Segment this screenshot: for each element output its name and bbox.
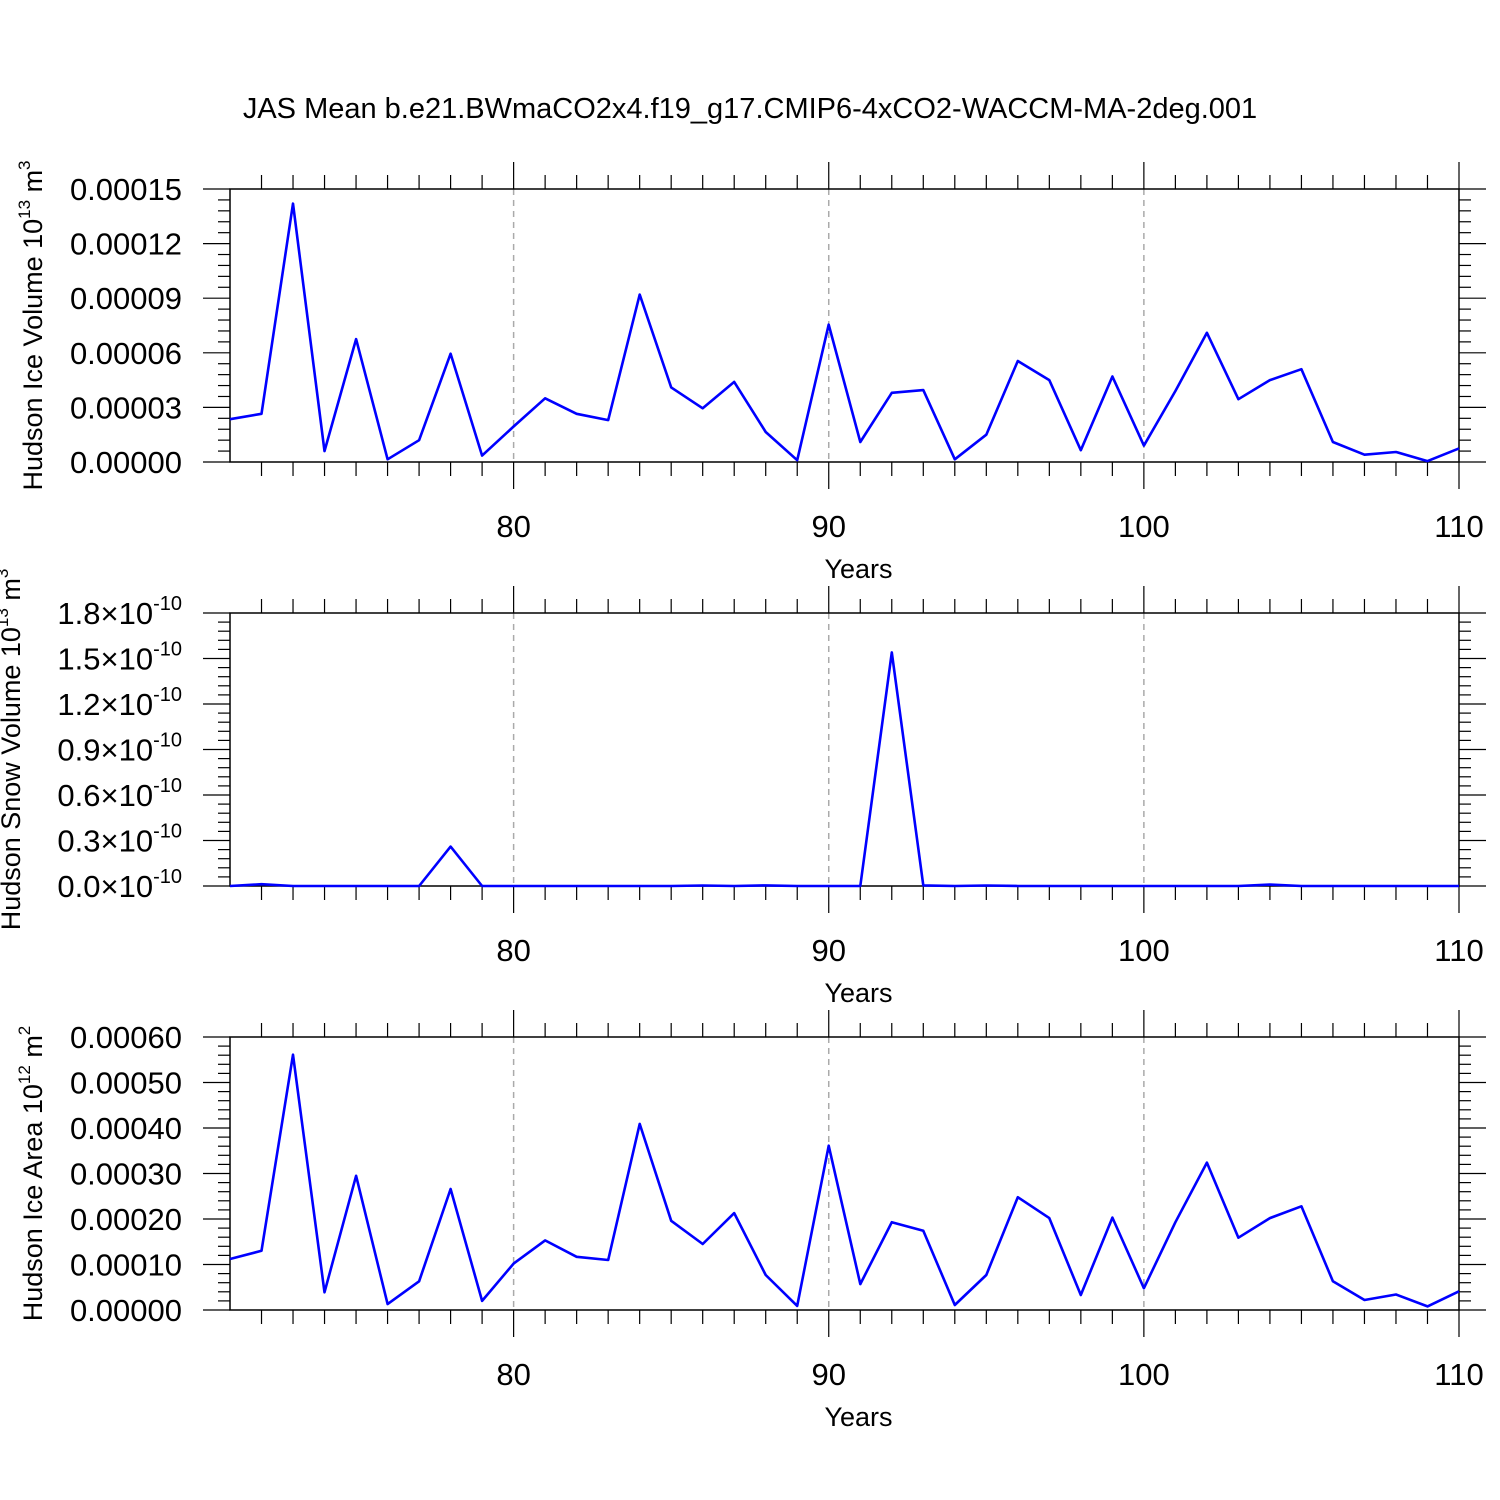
- y-axis-label: Hudson Ice Area 1012 m2: [15, 1026, 48, 1322]
- y-tick-label: 0.6×10-10: [57, 775, 182, 813]
- x-axis-label: Years: [824, 1402, 892, 1432]
- series-line: [229, 1053, 1460, 1308]
- chart-panel-3: 80 90 100 110 Years 0.00000 0.00010 0.00020 0.00…: [15, 1010, 1486, 1432]
- chart-panels: 80 90 100 110 Years 0.00000 0.00003 0.00006 0.00…: [0, 160, 1486, 1432]
- chart-panel-1: 80 90 100 110 Years 0.00000 0.00003 0.00006 0.00…: [15, 160, 1486, 584]
- series-line: [229, 651, 1459, 888]
- x-tick-label: 80: [496, 933, 530, 968]
- y-axis-label: Hudson Snow Volume 1013 m3: [0, 569, 26, 931]
- x-tick-label: 110: [1434, 509, 1483, 544]
- y-tick-label: 0.00006: [70, 336, 182, 371]
- y-tick-label: 0.00000: [70, 445, 182, 480]
- y-tick-label: 0.00015: [70, 172, 182, 207]
- y-tick-label: 0.00040: [70, 1111, 182, 1146]
- x-axis-label: Years: [824, 554, 892, 584]
- chart-panel-2: 80 90 100 110 Years 0.0×10-10 0.3×10-10 0.6×10-…: [0, 569, 1486, 1008]
- y-tick-label: 0.3×10-10: [57, 821, 182, 859]
- y-tick-label: 0.00012: [70, 227, 182, 262]
- plot-frame: [229, 1036, 1460, 1311]
- y-tick-label: 1.2×10-10: [57, 684, 182, 722]
- x-tick-label: 100: [1118, 509, 1170, 544]
- x-axis-label: Years: [824, 978, 892, 1008]
- series-line: [229, 202, 1460, 463]
- y-tick-label: 0.00003: [70, 390, 182, 425]
- y-tick-label: 0.00030: [70, 1157, 182, 1192]
- x-tick-label: 110: [1434, 1357, 1483, 1392]
- y-tick-label: 0.00020: [70, 1202, 182, 1237]
- x-tick-label: 100: [1118, 933, 1170, 968]
- x-tick-label: 90: [812, 1357, 846, 1392]
- y-tick-label: 0.00000: [70, 1293, 182, 1328]
- y-tick-label: 0.0×10-10: [57, 866, 182, 904]
- x-tick-label: 90: [812, 933, 846, 968]
- x-tick-label: 80: [496, 1357, 530, 1392]
- plot-frame: [229, 188, 1460, 463]
- plot-frame: [229, 612, 1460, 887]
- y-tick-label: 0.00060: [70, 1020, 182, 1055]
- y-tick-label: 0.00010: [70, 1248, 182, 1283]
- x-tick-label: 90: [812, 509, 846, 544]
- x-tick-label: 110: [1434, 933, 1483, 968]
- y-tick-label: 0.00050: [70, 1066, 182, 1101]
- y-axis-label: Hudson Ice Volume 1013 m3: [15, 160, 48, 490]
- y-tick-label: 1.8×10-10: [57, 593, 182, 631]
- figure-title: JAS Mean b.e21.BWmaCO2x4.f19_g17.CMIP6-4…: [243, 93, 1257, 125]
- y-tick-label: 1.5×10-10: [57, 639, 182, 677]
- x-tick-label: 80: [496, 509, 530, 544]
- y-tick-label: 0.9×10-10: [57, 730, 182, 768]
- x-tick-label: 100: [1118, 1357, 1170, 1392]
- y-tick-label: 0.00009: [70, 281, 182, 316]
